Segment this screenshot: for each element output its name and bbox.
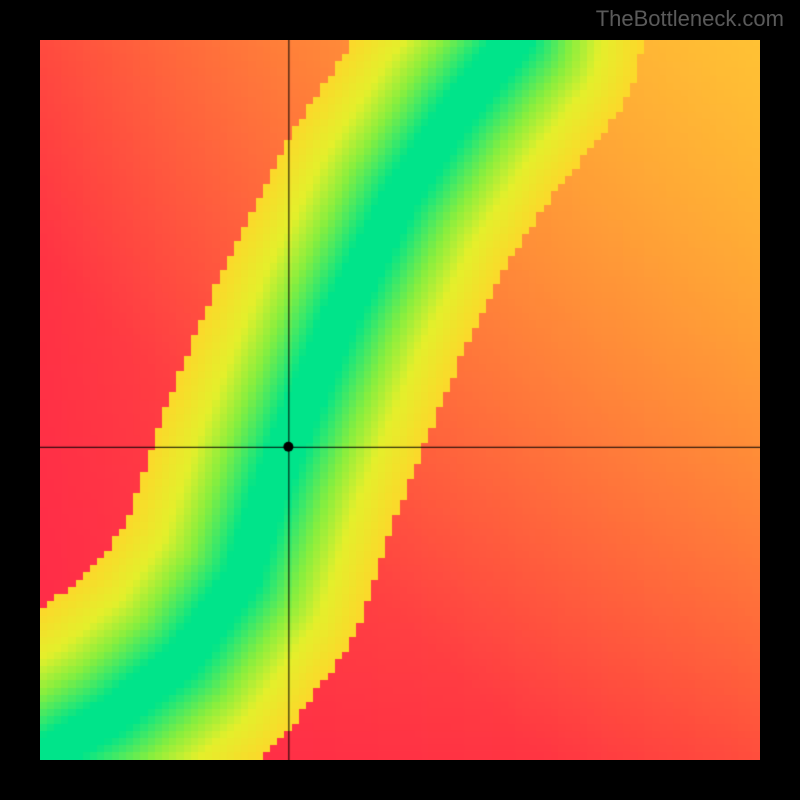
heatmap-canvas bbox=[40, 40, 760, 760]
watermark-text: TheBottleneck.com bbox=[596, 6, 784, 32]
heatmap-plot bbox=[40, 40, 760, 760]
